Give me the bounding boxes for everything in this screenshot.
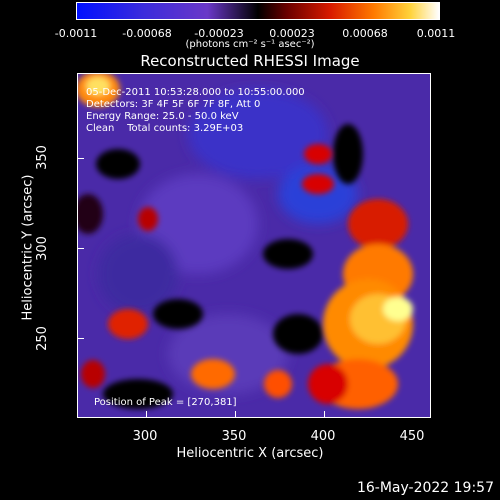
- colorbar-tick-label: -0.0011: [54, 27, 98, 40]
- info-total-counts: Clean Total counts: 3.29E+03: [86, 123, 244, 134]
- colorbar: [76, 2, 440, 20]
- colorbar-tick-label: 0.0011: [416, 27, 456, 40]
- y-tick-label: 250: [34, 326, 50, 351]
- y-tick-label: 300: [34, 236, 50, 261]
- y-tick-mark: [78, 248, 84, 249]
- rhessi-image-map: [78, 74, 430, 417]
- x-tick-mark: [146, 411, 147, 417]
- info-energy-range: Energy Range: 25.0 - 50.0 keV: [86, 111, 239, 122]
- colorbar-tick-label: 0.00023: [269, 27, 315, 40]
- info-detectors: Detectors: 3F 4F 5F 6F 7F 8F, Att 0: [86, 99, 261, 110]
- y-tick-mark: [78, 338, 84, 339]
- info-time-range: 05-Dec-2011 10:53:28.000 to 10:55:00.000: [86, 87, 305, 98]
- x-tick-label: 350: [221, 429, 247, 444]
- x-tick-label: 300: [132, 429, 158, 444]
- y-tick-mark: [78, 158, 84, 159]
- y-tick-label: 350: [34, 145, 50, 170]
- timestamp: 16-May-2022 19:57: [356, 480, 494, 496]
- plot-title: Reconstructed RHESSI Image: [140, 52, 360, 70]
- x-tick-label: 450: [399, 429, 425, 444]
- x-tick-label: 400: [310, 429, 336, 444]
- x-tick-mark: [324, 411, 325, 417]
- image-plot-area: 05-Dec-2011 10:53:28.000 to 10:55:00.000…: [77, 73, 431, 418]
- y-axis-label: Heliocentric Y (arcsec): [20, 174, 36, 321]
- colorbar-tick-label: -0.00068: [122, 27, 172, 40]
- colorbar-tick-label: -0.00023: [194, 27, 244, 40]
- colorbar-tick-label: 0.00068: [342, 27, 388, 40]
- x-axis-label: Heliocentric X (arcsec): [176, 446, 324, 461]
- colorbar-unit-label: (photons cm⁻² s⁻¹ asec⁻²): [185, 39, 315, 50]
- x-tick-mark: [235, 411, 236, 417]
- info-peak-position: Position of Peak = [270,381]: [94, 397, 237, 408]
